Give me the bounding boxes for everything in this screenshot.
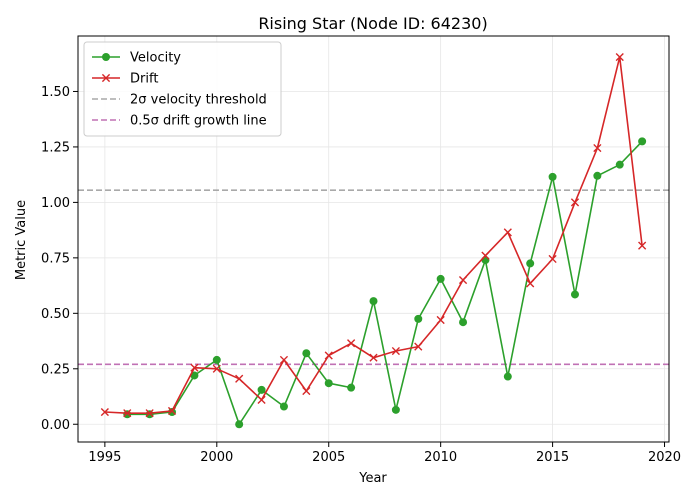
data-point	[414, 342, 423, 351]
y-tick-label: 0.25	[41, 362, 70, 377]
series-line-velocity	[127, 140, 643, 426]
x-tick-label: 1995	[88, 450, 121, 465]
data-point	[570, 290, 579, 299]
chart-title: Rising Star (Node ID: 64230)	[258, 14, 487, 33]
legend-label: Drift	[130, 72, 158, 87]
data-point	[593, 143, 602, 153]
data-point	[168, 408, 177, 417]
y-tick-label: 1.25	[41, 140, 70, 155]
data-point	[481, 251, 490, 260]
series-layer	[100, 52, 647, 429]
x-tick-label: 2010	[424, 450, 457, 465]
axes-layer: 1995 2000 2005 2010 2015 2020 0.00 0.25 0.50 0.75…	[41, 35, 681, 465]
data-point	[347, 339, 356, 348]
data-point	[167, 406, 177, 416]
data-point	[615, 160, 624, 169]
data-point	[458, 275, 468, 285]
data-point	[391, 346, 400, 356]
y-axis-title: Metric Value	[14, 200, 29, 280]
data-point	[481, 256, 490, 265]
data-point	[145, 410, 154, 419]
data-point	[369, 297, 378, 306]
data-point	[302, 349, 311, 358]
data-point	[526, 279, 535, 288]
data-point	[302, 386, 311, 396]
data-point	[212, 364, 221, 373]
data-point	[123, 410, 132, 419]
data-point	[212, 355, 221, 364]
data-point	[190, 371, 199, 380]
data-point	[526, 259, 535, 268]
y-tick-label: 0.75	[41, 251, 70, 266]
y-tick-label: 0.00	[41, 418, 70, 433]
data-point	[257, 385, 266, 394]
data-point	[638, 137, 647, 146]
data-point	[503, 228, 512, 237]
legend-marker	[102, 53, 110, 61]
data-point	[503, 372, 512, 381]
y-tick-label: 0.50	[41, 307, 70, 322]
data-point	[638, 241, 647, 250]
legend-box	[83, 41, 282, 137]
legend-label: 2σ velocity threshold	[130, 93, 267, 108]
data-point	[459, 318, 468, 327]
data-point	[615, 52, 624, 62]
data-point	[391, 405, 400, 414]
data-point	[548, 172, 557, 181]
data-point	[279, 355, 289, 365]
data-point	[324, 351, 333, 360]
x-tick-label: 2000	[200, 450, 233, 465]
data-point	[235, 420, 244, 429]
grid-layer	[78, 36, 669, 442]
data-point	[100, 407, 109, 417]
data-point	[369, 353, 378, 362]
data-point	[257, 395, 266, 404]
legend-marker	[101, 73, 111, 83]
data-point	[324, 379, 333, 388]
x-axis-title: Year	[358, 471, 387, 486]
data-point	[548, 254, 557, 264]
x-tick-label: 2020	[648, 450, 681, 465]
data-point	[436, 315, 445, 325]
data-point	[570, 198, 580, 207]
data-point	[436, 274, 445, 283]
y-tick-label: 1.00	[41, 196, 70, 211]
legend-label: 0.5σ drift growth line	[130, 114, 267, 129]
data-point	[235, 374, 244, 383]
data-point	[123, 409, 132, 418]
x-tick-label: 2015	[536, 450, 569, 465]
y-tick-label: 1.50	[41, 85, 70, 100]
data-point	[279, 402, 288, 411]
data-point	[593, 171, 602, 180]
data-point	[347, 383, 356, 392]
x-tick-label: 2005	[312, 450, 345, 465]
reference-lines	[78, 189, 669, 366]
legend-label: Velocity	[130, 51, 181, 66]
plot-frame	[77, 35, 670, 443]
legend: Velocity Drift 2σ velocity threshold 0.5σ d…	[83, 41, 282, 137]
data-point	[145, 409, 154, 418]
data-point	[190, 363, 199, 372]
data-point	[414, 314, 423, 323]
